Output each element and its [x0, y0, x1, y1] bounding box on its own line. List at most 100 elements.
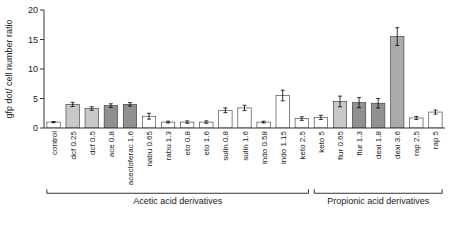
error-line: [72, 102, 73, 106]
error-cap: [433, 114, 437, 115]
error-cap: [376, 107, 380, 108]
x-tick-label: acecloferac 1.6: [126, 130, 135, 185]
y-tick: [40, 10, 44, 11]
error-bar: [319, 115, 323, 119]
bar: [429, 112, 442, 128]
bar: [410, 118, 423, 128]
error-bar: [243, 105, 247, 110]
error-cap: [204, 120, 208, 121]
error-cap: [223, 107, 227, 108]
bar: [295, 119, 308, 128]
bar: [200, 122, 213, 128]
x-tick-label: flur 1.3: [355, 130, 364, 155]
error-bar: [300, 117, 304, 121]
x-tick-label: dexi 3.6: [393, 130, 402, 159]
error-cap: [90, 106, 94, 107]
error-cap: [204, 123, 208, 124]
error-line: [91, 107, 92, 111]
error-cap: [338, 106, 342, 107]
error-cap: [243, 105, 247, 106]
error-line: [339, 96, 340, 107]
error-cap: [433, 110, 437, 111]
error-bar: [414, 116, 418, 119]
x-tick-label: nabu 0.65: [145, 130, 154, 166]
x-tick-label: flur 0.65: [336, 130, 345, 159]
error-line: [359, 98, 360, 108]
error-cap: [338, 96, 342, 97]
x-tick-label: indo 1.15: [279, 130, 288, 163]
group-bracket: [314, 189, 442, 193]
error-cap: [109, 107, 113, 108]
error-line: [320, 115, 321, 119]
error-cap: [281, 90, 285, 91]
error-bar: [376, 99, 380, 108]
chart: 05101520gfp dot/ cell number ratiocontro…: [0, 0, 453, 229]
y-tick: [40, 39, 44, 40]
error-cap: [52, 122, 56, 123]
bar: [238, 108, 251, 128]
error-cap: [90, 110, 94, 111]
error-bar: [185, 121, 189, 123]
error-cap: [71, 106, 75, 107]
bar: [161, 122, 174, 128]
error-cap: [166, 121, 170, 122]
x-axis: [44, 128, 445, 129]
x-tick-label: dcf 0.5: [88, 130, 97, 155]
error-line: [225, 108, 226, 113]
bar: [219, 110, 232, 128]
y-tick-label: 10: [28, 64, 38, 74]
bracket-line: [47, 189, 309, 193]
error-cap: [414, 119, 418, 120]
error-bar: [147, 113, 151, 119]
error-cap: [223, 112, 227, 113]
error-bar: [433, 110, 437, 114]
error-cap: [71, 102, 75, 103]
y-axis-label: gfp dot/ cell number ratio: [4, 19, 14, 118]
bar: [47, 122, 60, 128]
error-cap: [300, 120, 304, 121]
bar: [181, 122, 194, 128]
error-cap: [357, 107, 361, 108]
error-cap: [128, 102, 132, 103]
error-bar: [223, 108, 227, 113]
error-bar: [128, 103, 132, 107]
bars: [47, 28, 442, 128]
x-tick-label: rap 2.5: [412, 130, 421, 155]
error-bar: [109, 104, 113, 108]
error-cap: [147, 119, 151, 120]
error-cap: [166, 122, 170, 123]
x-tick-label: dcf 0.25: [69, 130, 78, 159]
error-cap: [243, 110, 247, 111]
error-bar: [52, 122, 56, 123]
x-tick-label: rabu 1.3: [164, 130, 173, 160]
error-line: [397, 28, 398, 46]
error-line: [282, 90, 283, 101]
error-cap: [395, 27, 399, 28]
error-bar: [395, 28, 399, 46]
x-tick-label: eto 0.8: [183, 130, 192, 155]
error-cap: [52, 121, 56, 122]
y-tick-label: 20: [28, 5, 38, 15]
error-line: [378, 99, 379, 108]
bar: [391, 37, 404, 128]
error-cap: [262, 121, 266, 122]
error-cap: [319, 119, 323, 120]
error-cap: [376, 98, 380, 99]
x-tick-label: keto 5: [317, 130, 326, 152]
y-tick: [40, 128, 44, 129]
x-tick-label: dexi 1.8: [374, 130, 383, 159]
x-tick-label: eto 1.6: [202, 130, 211, 155]
error-cap: [300, 116, 304, 117]
error-cap: [319, 115, 323, 116]
y-tick-label: 0: [33, 123, 38, 133]
error-bar: [71, 102, 75, 106]
error-bar: [90, 107, 94, 111]
error-cap: [395, 45, 399, 46]
error-bar: [338, 96, 342, 107]
error-cap: [357, 97, 361, 98]
x-tick-label: sulin 0.8: [221, 130, 230, 160]
error-bar: [262, 121, 266, 123]
x-tick-label: ace 0.8: [107, 130, 116, 157]
error-cap: [262, 122, 266, 123]
error-cap: [109, 103, 113, 104]
